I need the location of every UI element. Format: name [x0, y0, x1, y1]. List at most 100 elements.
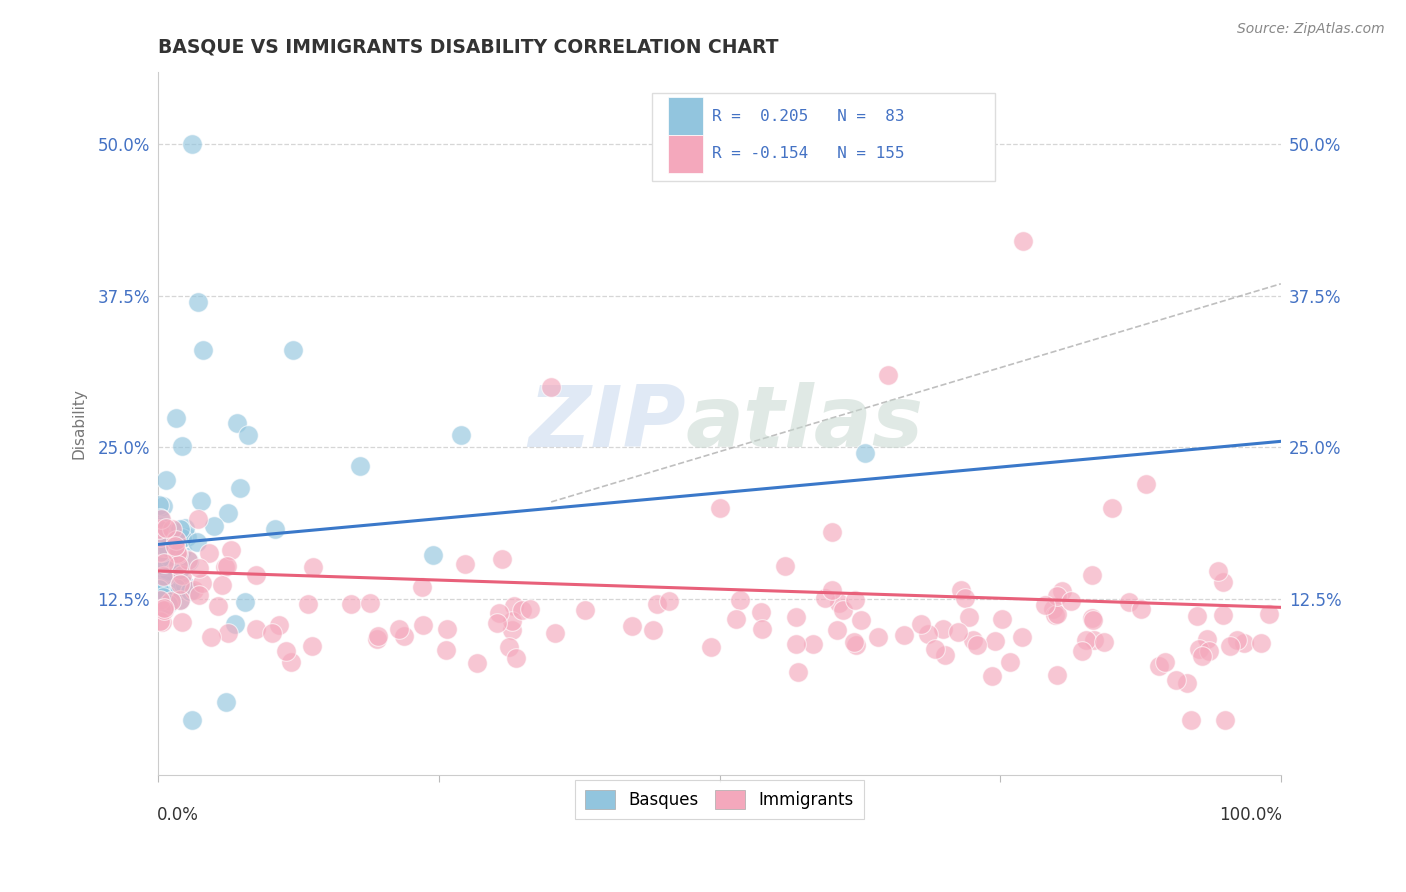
Point — [225, 416, 247, 430]
Point — [169, 576, 191, 591]
Point — [1233, 636, 1256, 650]
Point — [280, 656, 302, 670]
Point — [149, 530, 172, 544]
Point — [844, 634, 866, 648]
Point — [498, 640, 520, 655]
Point — [709, 500, 731, 515]
Point — [160, 594, 183, 608]
Point — [152, 590, 174, 604]
Text: atlas: atlas — [686, 382, 924, 465]
Point — [1081, 613, 1104, 627]
Point — [1226, 633, 1249, 648]
Point — [245, 622, 267, 636]
Point — [1147, 659, 1170, 673]
Point — [502, 599, 524, 613]
Point — [801, 637, 824, 651]
Point — [150, 558, 173, 572]
Point — [645, 597, 668, 611]
Point — [172, 531, 194, 545]
Point — [169, 562, 191, 576]
Text: BASQUE VS IMMIGRANTS DISABILITY CORRELATION CHART: BASQUE VS IMMIGRANTS DISABILITY CORRELAT… — [159, 37, 779, 56]
Point — [150, 544, 173, 558]
Point — [150, 531, 173, 545]
Point — [825, 623, 848, 637]
Point — [966, 638, 988, 652]
Point — [832, 603, 855, 617]
FancyBboxPatch shape — [668, 135, 703, 173]
Point — [150, 580, 173, 594]
Point — [845, 638, 868, 652]
Point — [181, 713, 204, 727]
Point — [177, 554, 200, 568]
Point — [214, 695, 236, 709]
Point — [177, 553, 200, 567]
Text: R =  0.205   N =  83: R = 0.205 N = 83 — [711, 109, 904, 123]
Point — [411, 581, 433, 595]
Point — [773, 559, 796, 574]
Point — [932, 622, 955, 636]
Point — [156, 532, 179, 546]
Point — [359, 596, 381, 610]
Point — [412, 617, 434, 632]
Point — [544, 625, 567, 640]
Point — [367, 629, 389, 643]
Point — [501, 623, 523, 637]
Point — [148, 522, 170, 536]
Point — [1164, 673, 1187, 687]
Point — [1011, 235, 1033, 249]
Point — [981, 669, 1004, 683]
Point — [149, 614, 172, 628]
Point — [453, 557, 475, 571]
Point — [519, 602, 541, 616]
Point — [165, 533, 187, 547]
Point — [200, 630, 222, 644]
Point — [700, 640, 723, 654]
Point — [1050, 583, 1073, 598]
Point — [1080, 611, 1102, 625]
Text: Source: ZipAtlas.com: Source: ZipAtlas.com — [1237, 22, 1385, 37]
Point — [491, 551, 513, 566]
Point — [172, 615, 194, 629]
Point — [149, 511, 172, 525]
Point — [150, 602, 173, 616]
Point — [485, 616, 508, 631]
Point — [245, 568, 267, 582]
Point — [264, 522, 287, 536]
Point — [962, 633, 984, 648]
Point — [148, 549, 170, 563]
Point — [1206, 565, 1229, 579]
Point — [349, 458, 371, 473]
Point — [658, 593, 681, 607]
Point — [1191, 648, 1213, 663]
Point — [165, 411, 187, 425]
Point — [751, 623, 773, 637]
Point — [910, 617, 932, 632]
Point — [1074, 632, 1097, 647]
Point — [163, 541, 186, 556]
Point — [450, 428, 472, 442]
Point — [186, 535, 208, 549]
Point — [924, 642, 946, 657]
Point — [392, 629, 415, 643]
Point — [149, 581, 172, 595]
Point — [1046, 668, 1069, 682]
Text: 100.0%: 100.0% — [1219, 806, 1282, 824]
Point — [1046, 589, 1069, 603]
Point — [950, 583, 973, 598]
Point — [193, 343, 215, 358]
Point — [170, 568, 193, 582]
Point — [1212, 574, 1234, 589]
Point — [1185, 608, 1208, 623]
Point — [991, 612, 1014, 626]
Point — [181, 137, 204, 152]
Point — [436, 623, 458, 637]
Point — [152, 601, 174, 615]
Point — [620, 619, 643, 633]
Point — [957, 610, 980, 624]
Point — [169, 592, 191, 607]
Point — [160, 558, 183, 572]
Point — [1154, 655, 1177, 669]
Point — [340, 597, 363, 611]
Point — [749, 605, 772, 619]
Point — [488, 606, 510, 620]
